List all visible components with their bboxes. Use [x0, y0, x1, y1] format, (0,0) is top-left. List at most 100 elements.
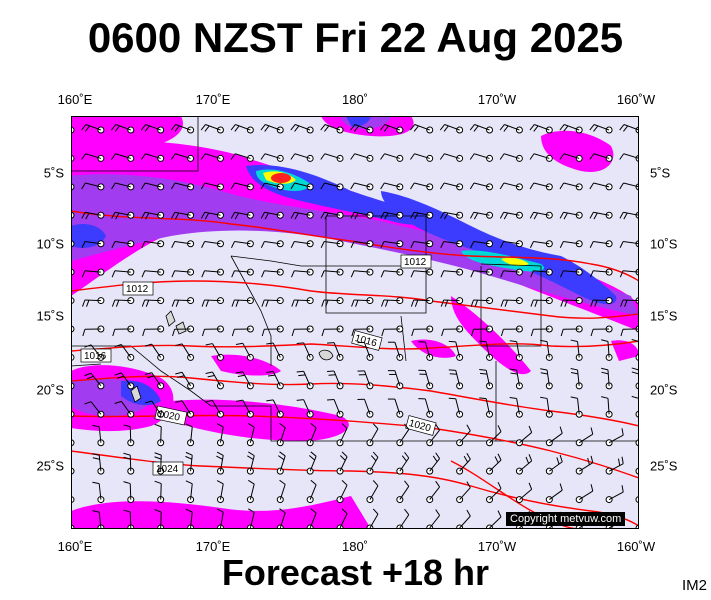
wind-barb	[559, 153, 583, 162]
wind-barb	[418, 369, 434, 390]
wind-barb	[321, 297, 344, 307]
wind-barb	[589, 182, 613, 191]
wind-barb	[291, 268, 314, 278]
wind-barb	[201, 325, 224, 337]
wind-barb	[246, 479, 255, 504]
wind-barb	[266, 370, 284, 390]
wind-barb	[500, 240, 523, 248]
wind-barb	[387, 370, 404, 390]
wind-barb	[216, 480, 224, 504]
wind-barb	[439, 182, 464, 191]
lat-label-left-20s: 20˚S	[36, 382, 64, 398]
wind-barb	[170, 124, 195, 134]
wind-barb	[261, 325, 284, 337]
wind-barb	[205, 399, 224, 418]
wind-barb	[469, 182, 494, 191]
wind-barb	[560, 325, 583, 337]
wind-barb	[321, 325, 344, 337]
wind-barb	[111, 124, 135, 134]
lon-label-bottom-180: 180˚	[341, 539, 369, 554]
wind-barb	[171, 240, 195, 248]
wind-barb	[246, 451, 255, 475]
wind-barb	[123, 481, 135, 504]
wind-barb	[185, 423, 195, 447]
wind-barb	[509, 340, 523, 361]
wind-barb	[570, 339, 583, 361]
wind-barb	[590, 325, 613, 337]
wind-barb	[154, 480, 165, 504]
wind-barb	[529, 153, 553, 162]
wind-barb	[410, 240, 434, 248]
lon-label-top-170w: 170˚W	[477, 92, 517, 107]
wind-barb	[170, 182, 195, 191]
wind-barb	[201, 240, 224, 248]
wind-barb	[575, 455, 594, 475]
lon-label-bottom-170e: 170˚E	[195, 539, 231, 554]
wind-barb	[601, 396, 613, 418]
wind-barb	[529, 240, 553, 248]
wind-barb	[141, 268, 165, 278]
wind-barb	[320, 182, 344, 191]
wind-barb	[350, 124, 374, 134]
wind-barb	[114, 372, 135, 390]
wind-barb	[235, 399, 254, 418]
wind-barb	[306, 422, 317, 447]
map-title: 0600 NZST Fri 22 Aug 2025	[87, 14, 624, 61]
wind-barb	[230, 153, 254, 162]
wind-barb	[456, 481, 471, 504]
wind-barb	[185, 451, 195, 475]
wind-barb	[92, 453, 105, 475]
wind-barb	[469, 153, 494, 162]
wind-barb	[111, 268, 135, 278]
wind-barb	[140, 153, 165, 162]
wind-barb	[540, 368, 553, 390]
wind-barb	[81, 240, 105, 248]
wind-barb	[387, 341, 404, 361]
wind-barb	[260, 153, 284, 162]
wind-barb	[350, 240, 374, 248]
wind-barb	[559, 182, 583, 191]
wind-barb	[486, 453, 502, 475]
wind-barb	[529, 211, 553, 220]
wind-barb	[170, 153, 195, 162]
wind-barb	[171, 297, 195, 307]
lat-label-right-25s: 25˚S	[650, 458, 678, 474]
wind-barb	[470, 240, 494, 248]
lat-label-left-5s: 5˚S	[43, 165, 64, 181]
wind-barb	[479, 397, 494, 418]
wind-barb	[81, 124, 105, 134]
lat-label-right-5s: 5˚S	[650, 165, 671, 181]
wind-barb	[261, 268, 284, 278]
wind-barb	[440, 268, 464, 278]
wind-barb	[171, 268, 195, 278]
wind-barb	[509, 368, 523, 390]
wind-barb	[410, 297, 434, 307]
wind-barb	[92, 424, 105, 447]
wind-barb	[154, 423, 165, 447]
wind-barb	[380, 124, 404, 134]
wind-barb	[410, 182, 434, 191]
wind-barb	[111, 211, 135, 220]
wind-barb	[216, 451, 224, 475]
copyright-notice: Copyright metvuw.com	[506, 512, 626, 526]
wind-barb	[141, 297, 165, 307]
wind-barb	[261, 297, 284, 307]
lon-label-top-160w: 160˚W	[616, 92, 656, 107]
wind-barb	[114, 344, 135, 361]
wind-barb	[320, 124, 344, 134]
wind-barb	[366, 451, 379, 475]
wind-barb	[175, 343, 195, 361]
wind-barb	[296, 370, 314, 390]
wind-barb	[357, 398, 374, 418]
wind-barb	[320, 240, 344, 248]
wind-barb	[366, 480, 379, 504]
wind-barb	[387, 398, 404, 418]
wind-barb	[111, 182, 135, 191]
wind-barb	[410, 268, 434, 278]
lat-label-left-10s: 10˚S	[36, 236, 64, 252]
wind-barb	[231, 297, 254, 307]
wind-barb	[545, 483, 563, 504]
wind-barb	[276, 479, 286, 504]
wind-barb	[396, 452, 410, 475]
wind-barb	[380, 297, 404, 307]
